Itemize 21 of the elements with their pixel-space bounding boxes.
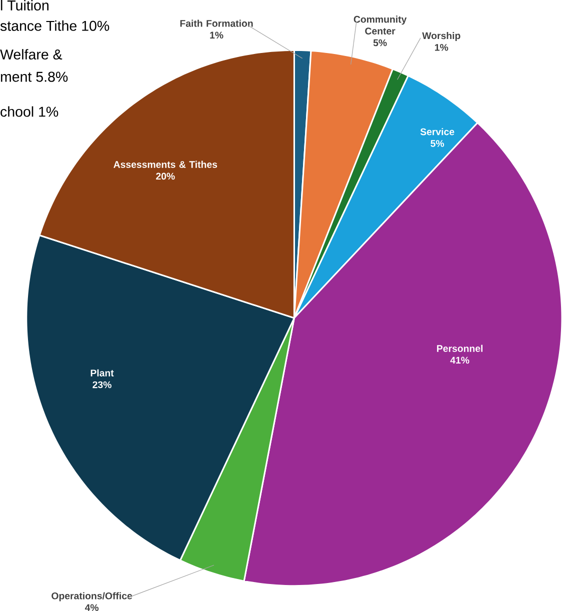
slice-label: Plant [90, 369, 114, 376]
slice-label: Operations/Office [52, 592, 132, 602]
slice-label: Faith Formation [180, 20, 253, 27]
data-label: 1% [210, 32, 224, 39]
data-label: 1% [435, 44, 448, 51]
slice-label: Community Center [354, 16, 407, 34]
text: ment 5.8% [1, 72, 68, 82]
text: stance Tithe 10% [0, 20, 110, 31]
data-label: 41% [450, 356, 470, 364]
data-label: 5% [373, 39, 387, 46]
data-label: 5% [430, 140, 444, 147]
slice-label: Service [420, 128, 454, 136]
slice-label: Worship [422, 32, 460, 42]
text: Welfare & [0, 49, 62, 60]
data-label: 4% [85, 604, 99, 611]
slice-label: Personnel [437, 344, 483, 352]
text: chool 1% [0, 106, 58, 117]
text: l Tuition [1, 0, 49, 10]
data-label: 23% [92, 381, 112, 388]
slice-label: Assessments & Tithes [114, 160, 218, 168]
data-label: 20% [156, 172, 175, 180]
